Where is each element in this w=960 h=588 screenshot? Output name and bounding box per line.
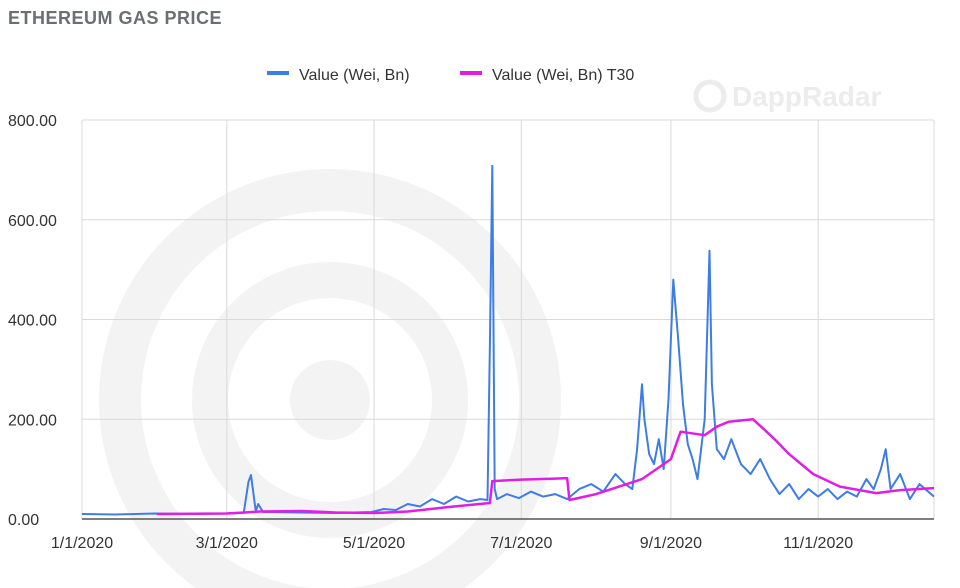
chart-legend: Value (Wei, Bn) Value (Wei, Bn) T30 (267, 67, 634, 84)
chart-axes: 0.00 200.00 400.00 600.00 800.00 1/1/2020 3/1/… (8, 113, 934, 552)
legend-swatch (267, 71, 289, 75)
y-tick-label: 600.00 (8, 213, 57, 230)
watermark-logo-icon (693, 79, 727, 113)
x-tick-label: 1/1/2020 (51, 535, 113, 552)
watermark-logo-text: DappRadar (732, 81, 881, 112)
y-tick-label: 0.00 (8, 512, 39, 529)
watermark-ring-inner (192, 262, 468, 538)
x-tick-label: 3/1/2020 (196, 535, 258, 552)
chart-series (81, 164, 935, 516)
series-line-t30 (156, 418, 935, 516)
x-tick-label: 7/1/2020 (490, 535, 552, 552)
watermark-logo: DappRadar (693, 79, 881, 113)
y-tick-label: 800.00 (8, 113, 57, 130)
page-title: ETHEREUM GAS PRICE (8, 8, 223, 28)
y-tick-label: 400.00 (8, 313, 57, 330)
x-tick-label: 5/1/2020 (343, 535, 405, 552)
watermark: DappRadar (99, 79, 881, 588)
y-tick-label: 200.00 (8, 412, 57, 429)
series-line-value (81, 164, 935, 516)
legend-label: Value (Wei, Bn) (299, 67, 410, 84)
x-tick-label: 11/1/2020 (783, 535, 853, 552)
x-tick-label: 9/1/2020 (640, 535, 702, 552)
watermark-ring-outer (99, 169, 561, 588)
legend-label: Value (Wei, Bn) T30 (492, 67, 634, 84)
watermark-dot (290, 360, 370, 440)
legend-swatch (460, 71, 482, 75)
